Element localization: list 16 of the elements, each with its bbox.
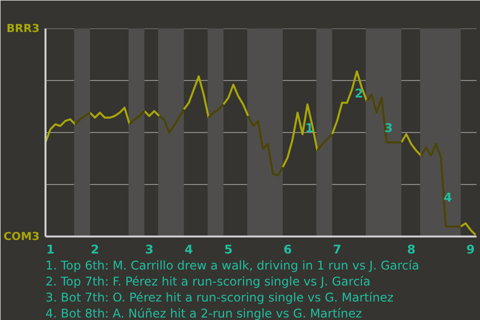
x-tick-label: 8	[407, 242, 416, 256]
text: BRR3	[6, 22, 40, 35]
text: 4. Bot 8th: A. Núñez hit a 2-run single vs G. Martínez	[46, 306, 362, 320]
x-tick-label: 2	[90, 242, 100, 256]
x-tick-label: 3	[145, 242, 154, 256]
text: 3. Bot 7th: O. Pérez hit a run-scoring single vs G. Martínez	[46, 290, 394, 304]
text: COM3	[3, 230, 40, 243]
text: 2. Top 7th: F. Pérez hit a run-scoring single vs J. García	[46, 274, 370, 288]
x-tick-label: 6	[284, 242, 292, 256]
annotation: 2	[354, 86, 364, 100]
x-tick-label: 7	[332, 242, 342, 256]
text: 1. Top 6th: M. Carrillo drew a walk, driving in 1 run vs J. García	[46, 258, 420, 272]
x-tick-label: 4	[184, 242, 194, 256]
x-tick-label: 5	[224, 242, 233, 256]
x-tick-label: 9	[466, 242, 475, 256]
x-tick-label: 1	[46, 242, 55, 256]
